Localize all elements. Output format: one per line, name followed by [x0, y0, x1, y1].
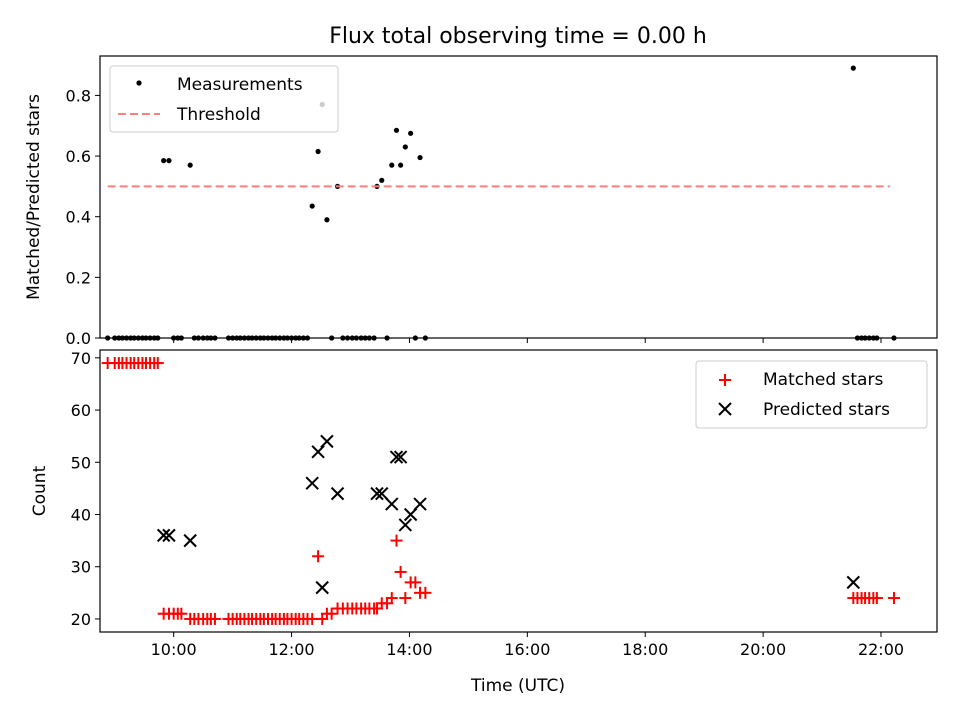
measurement-point [309, 203, 315, 209]
y-tick-label: 0.6 [66, 147, 91, 166]
y-tick-label: 20 [71, 610, 91, 629]
predicted-star-point [162, 528, 176, 543]
x-tick-label: 16:00 [504, 640, 550, 659]
legend-predicted-marker [718, 402, 732, 416]
matched-star-point [399, 592, 412, 605]
matched-star-point [409, 576, 422, 589]
top-axis-ticks: 0.0 0.2 0.4 0.6 0.8 [66, 86, 882, 348]
matched-star-point [870, 592, 883, 605]
x-tick-label: 12:00 [269, 640, 315, 659]
y-tick-label: 0.4 [66, 208, 91, 227]
matched-star-point [306, 612, 319, 625]
measurement-point [166, 158, 172, 164]
legend-threshold-label: Threshold [176, 105, 261, 125]
matched-star-point [151, 357, 164, 370]
y-tick-label: 50 [71, 453, 91, 472]
predicted-star-point [315, 580, 329, 595]
predicted-star-point [311, 445, 325, 459]
measurement-point [389, 162, 395, 168]
legend-predicted-label: Predicted stars [763, 400, 890, 420]
predicted-star-point [846, 575, 861, 590]
top-axes: 0.00.20.40.60.8 Matched/Predicted stars … [24, 55, 938, 348]
predicted-star-point [398, 518, 413, 532]
measurement-point [379, 177, 385, 183]
bottom-plot-marks [101, 357, 900, 625]
top-plot-frame [99, 55, 938, 339]
measurement-point [187, 162, 193, 168]
bottom-legend: Matched stars Predicted stars [695, 360, 928, 429]
top-y-axis-label: Matched/Predicted stars [24, 94, 44, 300]
predicted-star-point [389, 450, 404, 464]
top-plot-marks [105, 65, 897, 341]
y-tick-label: 70 [71, 349, 91, 368]
legend-measurements-marker [136, 80, 142, 86]
measurement-point [408, 130, 414, 136]
predicted-star-point [183, 533, 197, 548]
measurement-point [324, 217, 330, 223]
matched-star-point [312, 550, 325, 563]
predicted-star-point [413, 497, 427, 511]
predicted-star-point [156, 528, 171, 543]
matched-star-point [394, 565, 407, 578]
predicted-star-point [385, 497, 399, 511]
y-tick-label: 40 [71, 506, 91, 525]
y-tick-label: 30 [71, 558, 91, 577]
matched-star-point [390, 534, 403, 547]
measurement-point [398, 162, 404, 168]
measurement-point [161, 158, 167, 164]
predicted-star-point [320, 434, 334, 449]
predicted-star-point [305, 476, 319, 490]
top-legend-box [109, 65, 339, 133]
x-tick-label: 20:00 [740, 640, 786, 659]
predicted-star-point [330, 486, 345, 501]
bottom-y-axis-label: Count [30, 465, 50, 516]
matched-star-point [385, 592, 398, 605]
measurement-point [315, 148, 321, 155]
predicted-star-point [393, 450, 408, 464]
matched-star-point [419, 586, 432, 599]
legend-matched-label: Matched stars [763, 370, 883, 390]
x-tick-label: 10:00 [151, 640, 197, 659]
measurement-point [393, 127, 400, 133]
legend-matched-marker [719, 374, 731, 386]
measurement-point [850, 65, 856, 71]
bottom-axes: 20 30 40 50 60 70 10:00 12:00 14:00 16:00 18:00 20:… [30, 349, 938, 696]
y-tick-label: 60 [71, 401, 91, 420]
x-tick-label: 18:00 [622, 640, 668, 659]
x-axis-label: Time (UTC) [470, 676, 565, 696]
matched-star-point [208, 612, 221, 625]
legend-measurements-label: Measurements [177, 75, 303, 95]
x-tick-label: 14:00 [386, 640, 432, 659]
bottom-plot-frame [99, 349, 938, 633]
bottom-legend-box [695, 360, 928, 429]
predicted-star-point [375, 486, 389, 501]
y-tick-label: 0.8 [66, 86, 91, 105]
measurement-point [417, 154, 423, 161]
chart-title: Flux total observing time = 0.00 h [329, 24, 707, 49]
matched-star-point [175, 607, 188, 620]
predicted-star-point [370, 486, 384, 501]
x-tick-label: 22:00 [858, 640, 904, 659]
matched-star-point [325, 607, 338, 620]
y-tick-label: 0.2 [66, 268, 91, 287]
y-tick-label: 0.0 [66, 329, 91, 348]
bottom-axis-ticks: 20 30 40 50 60 70 10:00 12:00 14:00 16:00 18:00 20:… [71, 349, 904, 659]
measurement-point [402, 144, 408, 150]
top-legend: Measurements Threshold [109, 65, 339, 133]
matched-star-point [887, 592, 900, 605]
